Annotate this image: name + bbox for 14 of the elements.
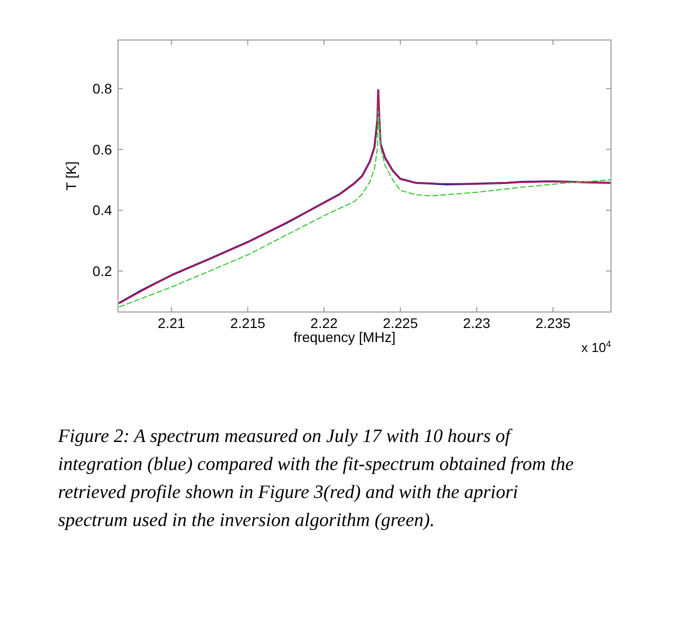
- x-tick-label: 2.21: [158, 315, 186, 331]
- x-tick-label: 2.215: [230, 315, 266, 331]
- y-tick-label: 0.8: [92, 80, 112, 97]
- x-tick-label: 2.235: [535, 315, 571, 331]
- x-tick-label: 2.225: [382, 315, 418, 331]
- y-tick-label: 0.6: [92, 141, 112, 158]
- caption: Figure 2: A spectrum measured on July 17 with 10 hours of integration (blue) compared with the fit-spectrum obtained from the retrieved profile shown in Figure 3(red) and with the apriori spectrum used in the inversion algorithm (green).: [57, 426, 574, 531]
- y-axis-title: T [K]: [63, 161, 79, 191]
- x-axis-title: frequency [MHz]: [294, 329, 396, 345]
- y-tick-label: 0.4: [92, 202, 112, 218]
- y-tick-label: 0.2: [92, 262, 112, 279]
- text: x 10$^{4}$: [581, 339, 611, 355]
- x-tick-label: 2.22: [310, 315, 338, 331]
- x-tick-label: 2.23: [463, 315, 491, 331]
